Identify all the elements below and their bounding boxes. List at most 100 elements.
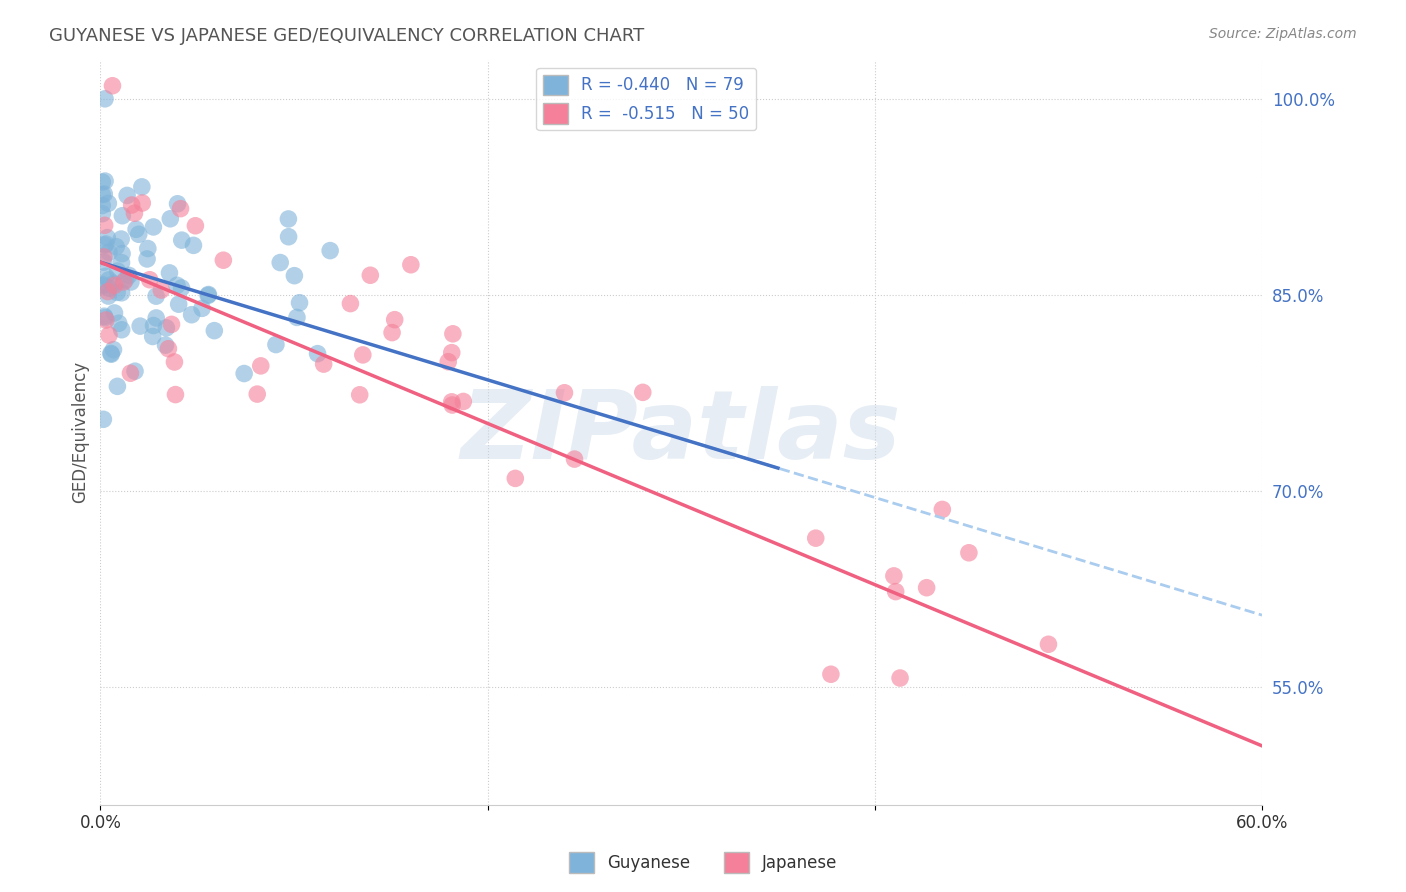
Point bbox=[277, 229, 299, 244]
Point bbox=[128, 227, 150, 242]
Point bbox=[384, 312, 406, 326]
Point bbox=[441, 326, 464, 341]
Point bbox=[339, 296, 361, 310]
Point bbox=[165, 387, 187, 401]
Point bbox=[91, 207, 114, 221]
Point bbox=[440, 395, 463, 409]
Point bbox=[107, 316, 129, 330]
Point bbox=[453, 394, 475, 409]
Point bbox=[94, 269, 117, 284]
Point bbox=[124, 206, 146, 220]
Point bbox=[98, 328, 121, 343]
Point bbox=[136, 242, 159, 256]
Point bbox=[107, 264, 129, 278]
Point bbox=[103, 278, 125, 293]
Point bbox=[142, 329, 165, 343]
Point bbox=[93, 255, 115, 269]
Point bbox=[131, 196, 153, 211]
Point bbox=[103, 306, 125, 320]
Point bbox=[166, 278, 188, 293]
Point bbox=[91, 175, 114, 189]
Point bbox=[91, 277, 114, 292]
Point bbox=[155, 338, 177, 352]
Point bbox=[884, 584, 907, 599]
Point bbox=[103, 277, 125, 291]
Point bbox=[131, 179, 153, 194]
Point bbox=[105, 285, 128, 300]
Point bbox=[804, 531, 827, 545]
Point bbox=[145, 310, 167, 325]
Point bbox=[120, 366, 142, 380]
Point bbox=[883, 569, 905, 583]
Text: GUYANESE VS JAPANESE GED/EQUIVALENCY CORRELATION CHART: GUYANESE VS JAPANESE GED/EQUIVALENCY COR… bbox=[49, 27, 644, 45]
Text: Source: ZipAtlas.com: Source: ZipAtlas.com bbox=[1209, 27, 1357, 41]
Point bbox=[159, 211, 181, 226]
Point bbox=[97, 281, 120, 295]
Point bbox=[264, 337, 287, 351]
Point bbox=[111, 323, 134, 337]
Point bbox=[91, 198, 114, 212]
Point bbox=[440, 345, 463, 359]
Point bbox=[167, 297, 190, 311]
Point bbox=[631, 385, 654, 400]
Point bbox=[169, 202, 191, 216]
Point bbox=[96, 230, 118, 244]
Point bbox=[94, 92, 117, 106]
Point bbox=[97, 289, 120, 303]
Point bbox=[163, 355, 186, 369]
Text: ZIPatlas: ZIPatlas bbox=[461, 385, 901, 479]
Point bbox=[101, 78, 124, 93]
Point bbox=[170, 281, 193, 295]
Point bbox=[111, 209, 134, 223]
Legend: Guyanese, Japanese: Guyanese, Japanese bbox=[562, 846, 844, 880]
Point bbox=[184, 219, 207, 233]
Point bbox=[212, 253, 235, 268]
Point bbox=[94, 313, 117, 327]
Point bbox=[197, 287, 219, 301]
Point bbox=[233, 367, 256, 381]
Point bbox=[93, 187, 115, 202]
Point bbox=[505, 471, 527, 485]
Point bbox=[145, 289, 167, 303]
Point bbox=[931, 502, 953, 516]
Point bbox=[202, 324, 225, 338]
Point bbox=[112, 275, 135, 289]
Point bbox=[166, 196, 188, 211]
Point bbox=[107, 379, 129, 393]
Point bbox=[183, 238, 205, 252]
Point bbox=[121, 198, 143, 212]
Point bbox=[915, 581, 938, 595]
Point bbox=[889, 671, 911, 685]
Point bbox=[197, 288, 219, 302]
Point bbox=[100, 347, 122, 361]
Point bbox=[136, 252, 159, 266]
Point bbox=[307, 346, 329, 360]
Point bbox=[312, 357, 335, 371]
Point bbox=[160, 318, 183, 332]
Point bbox=[957, 546, 980, 560]
Point bbox=[94, 237, 117, 252]
Point bbox=[97, 273, 120, 287]
Point bbox=[285, 310, 308, 325]
Point bbox=[138, 273, 160, 287]
Point bbox=[110, 285, 132, 300]
Point bbox=[157, 342, 180, 356]
Point bbox=[93, 310, 115, 324]
Point bbox=[319, 244, 342, 258]
Point bbox=[94, 310, 117, 325]
Point bbox=[142, 318, 165, 333]
Point bbox=[93, 412, 115, 426]
Point bbox=[97, 285, 120, 299]
Point bbox=[269, 255, 291, 269]
Point bbox=[381, 326, 404, 340]
Point bbox=[120, 275, 142, 289]
Point bbox=[288, 295, 311, 310]
Point bbox=[93, 238, 115, 252]
Point bbox=[91, 187, 114, 202]
Point bbox=[170, 233, 193, 247]
Point bbox=[129, 319, 152, 334]
Point bbox=[114, 273, 136, 287]
Point bbox=[118, 268, 141, 283]
Point bbox=[94, 174, 117, 188]
Point bbox=[103, 343, 125, 357]
